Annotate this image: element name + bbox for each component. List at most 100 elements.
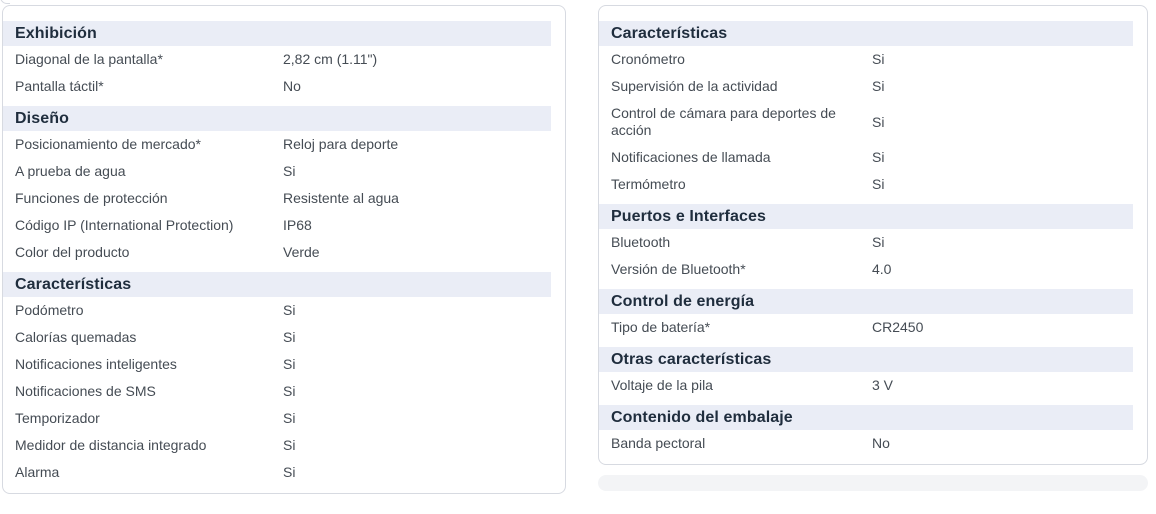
- spec-value: Reloj para deporte: [283, 136, 399, 152]
- spec-label: Alarma: [15, 464, 60, 480]
- spec-label: Posicionamiento de mercado*: [15, 136, 201, 152]
- spec-row: Versión de Bluetooth* 4.0: [599, 256, 1133, 283]
- spec-row: Notificaciones de SMS Si: [3, 378, 551, 405]
- spec-row: Medidor de distancia integrado Si: [3, 432, 551, 459]
- spec-label: Tipo de batería*: [611, 319, 711, 335]
- section-header: Diseño: [3, 106, 551, 131]
- spec-value: 2,82 cm (1.11"): [283, 51, 378, 67]
- spec-label: Medidor de distancia integrado: [15, 437, 207, 453]
- spec-section: Características Podómetro Si Calorías qu…: [3, 272, 551, 486]
- spec-section: Puertos e Interfaces Bluetooth Si Versió…: [599, 204, 1133, 283]
- section-rows: Tipo de batería* CR2450: [599, 314, 1133, 341]
- spec-value: Verde: [283, 244, 320, 260]
- spec-value: Si: [872, 176, 885, 192]
- spec-row: Banda pectoral No: [599, 430, 1133, 457]
- section-header: Características: [3, 272, 551, 297]
- spec-label: Temporizador: [15, 410, 100, 426]
- spec-label: Pantalla táctil*: [15, 78, 104, 94]
- spec-card-left: Exhibición Diagonal de la pantalla* 2,82…: [2, 5, 566, 494]
- spec-value: Si: [283, 437, 296, 453]
- spec-section: Diseño Posicionamiento de mercado* Reloj…: [3, 106, 551, 266]
- spec-label: Código IP (International Protection): [15, 217, 234, 233]
- spec-value: Si: [872, 149, 885, 165]
- spec-section: Exhibición Diagonal de la pantalla* 2,82…: [3, 21, 551, 100]
- section-header: Contenido del embalaje: [599, 405, 1133, 430]
- spec-value: Si: [872, 78, 885, 94]
- section-rows: Banda pectoral No: [599, 430, 1133, 457]
- spec-label: Notificaciones inteligentes: [15, 356, 177, 372]
- spec-row: Alarma Si: [3, 459, 551, 486]
- spec-value: No: [283, 78, 301, 94]
- spec-value: Resistente al agua: [283, 190, 399, 206]
- spec-value: Si: [872, 51, 885, 67]
- spec-row: Color del producto Verde: [3, 239, 551, 266]
- spec-value: Si: [283, 383, 296, 399]
- spec-row: Termómetro Si: [599, 171, 1133, 198]
- spec-value: 3 V: [872, 377, 894, 393]
- spec-column-right: Características Cronómetro Si Supervisió…: [598, 5, 1148, 491]
- spec-row: Temporizador Si: [3, 405, 551, 432]
- spec-label: Color del producto: [15, 244, 130, 260]
- spec-value: Si: [872, 234, 885, 250]
- spec-row: Calorías quemadas Si: [3, 324, 551, 351]
- spec-label: Calorías quemadas: [15, 329, 137, 345]
- spec-row: Código IP (International Protection) IP6…: [3, 212, 551, 239]
- spec-label: Diagonal de la pantalla*: [15, 51, 163, 67]
- spec-label: Supervisión de la actividad: [611, 78, 778, 94]
- spec-sheet: Exhibición Diagonal de la pantalla* 2,82…: [0, 0, 1148, 494]
- spec-row: Diagonal de la pantalla* 2,82 cm (1.11"): [3, 46, 551, 73]
- spec-row: Control de cámara para deportes de acció…: [599, 100, 1133, 144]
- spec-card-right: Características Cronómetro Si Supervisió…: [598, 5, 1148, 465]
- spec-value: CR2450: [872, 319, 924, 335]
- spec-label: Termómetro: [611, 176, 686, 192]
- spec-row: Notificaciones de llamada Si: [599, 144, 1133, 171]
- section-rows: Bluetooth Si Versión de Bluetooth* 4.0: [599, 229, 1133, 283]
- previous-card-fragment: [0, 0, 10, 4]
- spec-row: Posicionamiento de mercado* Reloj para d…: [3, 131, 551, 158]
- section-rows: Voltaje de la pila 3 V: [599, 372, 1133, 399]
- spec-label: Voltaje de la pila: [611, 377, 713, 393]
- spec-row: Notificaciones inteligentes Si: [3, 351, 551, 378]
- section-header: Exhibición: [3, 21, 551, 46]
- spec-row: A prueba de agua Si: [3, 158, 551, 185]
- spec-label: Banda pectoral: [611, 435, 706, 451]
- spec-value: Si: [283, 163, 296, 179]
- section-header: Otras características: [599, 347, 1133, 372]
- spec-value: 4.0: [872, 261, 892, 277]
- spec-label: Notificaciones de SMS: [15, 383, 156, 399]
- spec-value: IP68: [283, 217, 312, 233]
- spec-row: Bluetooth Si: [599, 229, 1133, 256]
- spec-row: Tipo de batería* CR2450: [599, 314, 1133, 341]
- section-rows: Posicionamiento de mercado* Reloj para d…: [3, 131, 551, 266]
- spec-label: A prueba de agua: [15, 163, 126, 179]
- spec-label: Control de cámara para deportes de acció…: [611, 105, 836, 138]
- spec-column-left: Exhibición Diagonal de la pantalla* 2,82…: [2, 5, 566, 494]
- spec-value: No: [872, 435, 890, 451]
- spec-row: Pantalla táctil* No: [3, 73, 551, 100]
- spec-label: Cronómetro: [611, 51, 685, 67]
- spec-row: Funciones de protección Resistente al ag…: [3, 185, 551, 212]
- spec-value: Si: [283, 464, 296, 480]
- section-rows: Podómetro Si Calorías quemadas Si Notifi…: [3, 297, 551, 486]
- spec-label: Funciones de protección: [15, 190, 168, 206]
- spec-label: Podómetro: [15, 302, 84, 318]
- spec-row: Podómetro Si: [3, 297, 551, 324]
- spec-label: Notificaciones de llamada: [611, 149, 771, 165]
- spec-value: Si: [283, 410, 296, 426]
- spec-value: Si: [283, 302, 296, 318]
- next-section-peek: [598, 475, 1148, 491]
- spec-section: Características Cronómetro Si Supervisió…: [599, 21, 1133, 198]
- spec-row: Voltaje de la pila 3 V: [599, 372, 1133, 399]
- section-header: Puertos e Interfaces: [599, 204, 1133, 229]
- section-header: Control de energía: [599, 289, 1133, 314]
- spec-value: Si: [872, 113, 885, 130]
- spec-label: Versión de Bluetooth*: [611, 261, 746, 277]
- spec-value: Si: [283, 329, 296, 345]
- spec-section: Otras características Voltaje de la pila…: [599, 347, 1133, 399]
- spec-label: Bluetooth: [611, 234, 671, 250]
- spec-section: Control de energía Tipo de batería* CR24…: [599, 289, 1133, 341]
- section-header: Características: [599, 21, 1133, 46]
- spec-section: Contenido del embalaje Banda pectoral No: [599, 405, 1133, 457]
- spec-row: Cronómetro Si: [599, 46, 1133, 73]
- section-rows: Diagonal de la pantalla* 2,82 cm (1.11")…: [3, 46, 551, 100]
